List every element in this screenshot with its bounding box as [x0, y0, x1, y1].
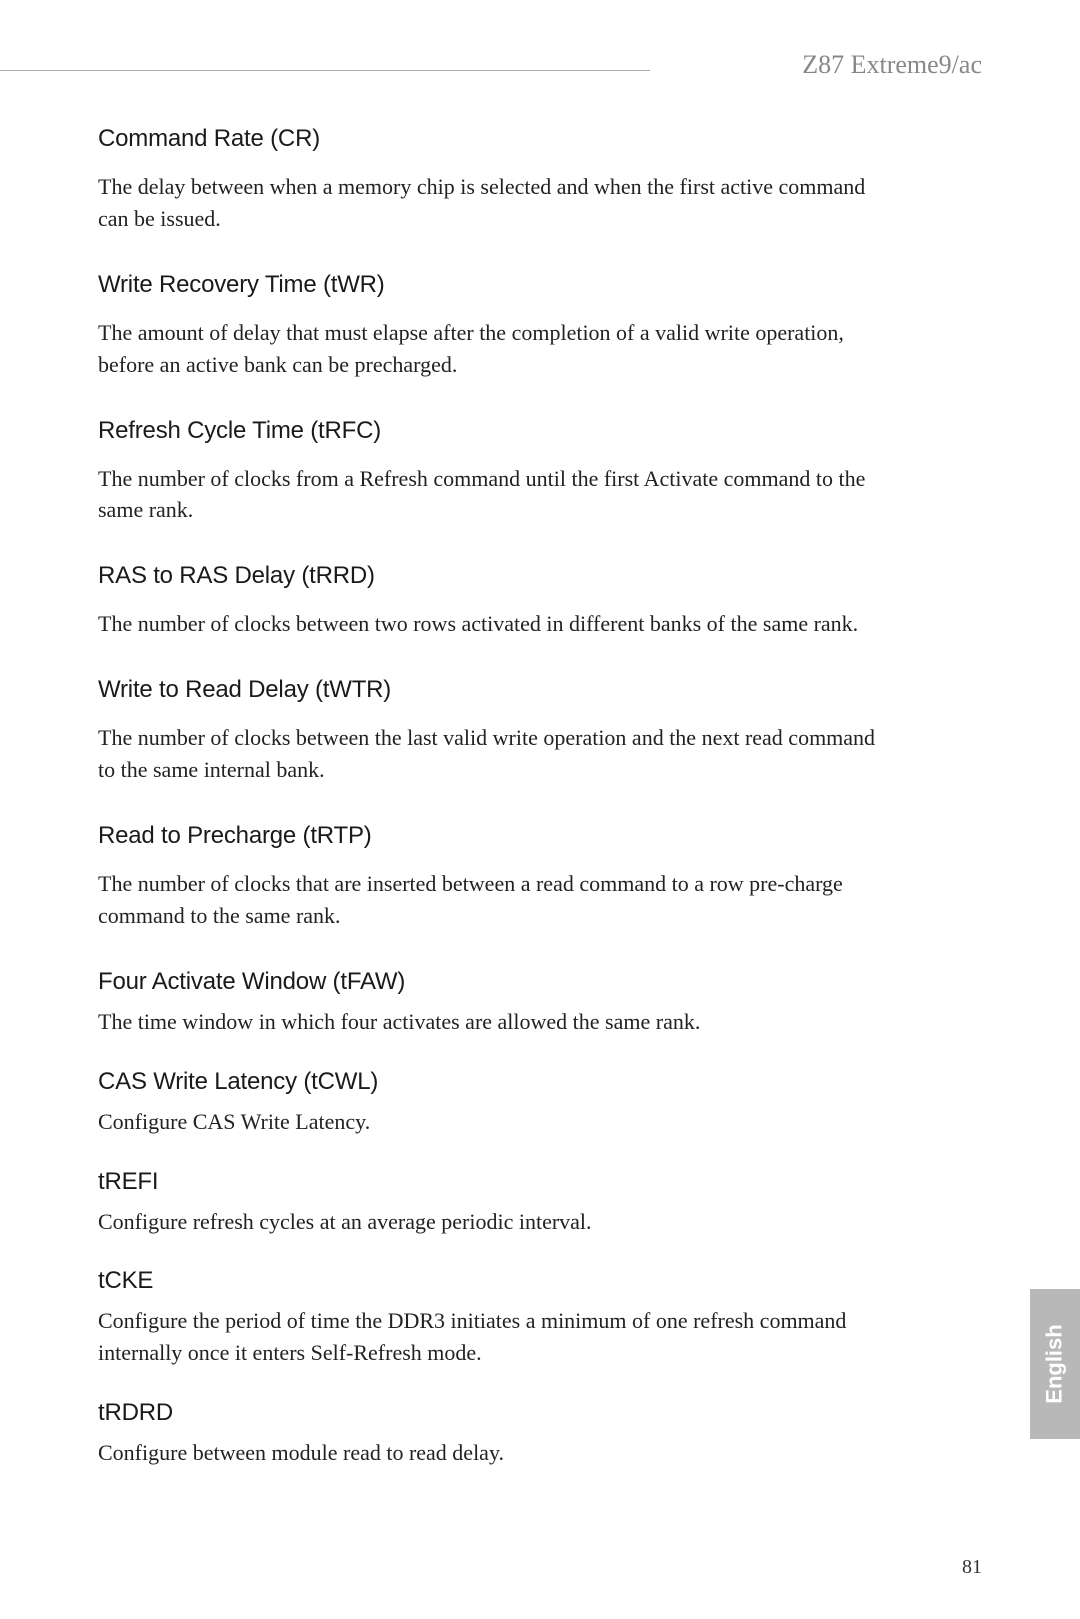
section-title: Refresh Cycle Time (tRFC) [98, 417, 888, 445]
language-tab: English [1030, 1289, 1080, 1439]
section-cas-write-latency: CAS Write Latency (tCWL) Configure CAS W… [98, 1068, 888, 1138]
main-content: Command Rate (CR) The delay between when… [98, 125, 888, 1499]
section-four-activate: Four Activate Window (tFAW) The time win… [98, 968, 888, 1038]
section-body: The number of clocks between two rows ac… [98, 608, 888, 640]
language-tab-label: English [1042, 1324, 1068, 1403]
section-tcke: tCKE Configure the period of time the DD… [98, 1267, 888, 1369]
section-body: Configure CAS Write Latency. [98, 1106, 888, 1138]
section-body: The time window in which four activates … [98, 1006, 888, 1038]
section-body: The number of clocks from a Refresh comm… [98, 463, 888, 527]
section-title: Write to Read Delay (tWTR) [98, 676, 888, 704]
section-command-rate: Command Rate (CR) The delay between when… [98, 125, 888, 235]
section-title: tCKE [98, 1267, 888, 1295]
section-title: Four Activate Window (tFAW) [98, 968, 888, 996]
section-title: CAS Write Latency (tCWL) [98, 1068, 888, 1096]
section-trefi: tREFI Configure refresh cycles at an ave… [98, 1168, 888, 1238]
section-title: Write Recovery Time (tWR) [98, 271, 888, 299]
section-body: The number of clocks that are inserted b… [98, 868, 888, 932]
section-title: Read to Precharge (tRTP) [98, 822, 888, 850]
section-ras-delay: RAS to RAS Delay (tRRD) The number of cl… [98, 562, 888, 640]
section-trdrd: tRDRD Configure between module read to r… [98, 1399, 888, 1469]
section-body: Configure the period of time the DDR3 in… [98, 1305, 888, 1369]
section-title: tRDRD [98, 1399, 888, 1427]
section-body: Configure refresh cycles at an average p… [98, 1206, 888, 1238]
section-write-recovery: Write Recovery Time (tWR) The amount of … [98, 271, 888, 381]
page-number: 81 [962, 1556, 982, 1579]
section-title: RAS to RAS Delay (tRRD) [98, 562, 888, 590]
section-body: Configure between module read to read de… [98, 1437, 888, 1469]
section-body: The amount of delay that must elapse aft… [98, 317, 888, 381]
section-title: tREFI [98, 1168, 888, 1196]
product-name-header: Z87 Extreme9/ac [802, 50, 982, 80]
section-body: The number of clocks between the last va… [98, 722, 888, 786]
section-refresh-cycle: Refresh Cycle Time (tRFC) The number of … [98, 417, 888, 527]
header-divider-line [0, 70, 650, 71]
section-write-read-delay: Write to Read Delay (tWTR) The number of… [98, 676, 888, 786]
section-body: The delay between when a memory chip is … [98, 171, 888, 235]
section-title: Command Rate (CR) [98, 125, 888, 153]
section-read-precharge: Read to Precharge (tRTP) The number of c… [98, 822, 888, 932]
